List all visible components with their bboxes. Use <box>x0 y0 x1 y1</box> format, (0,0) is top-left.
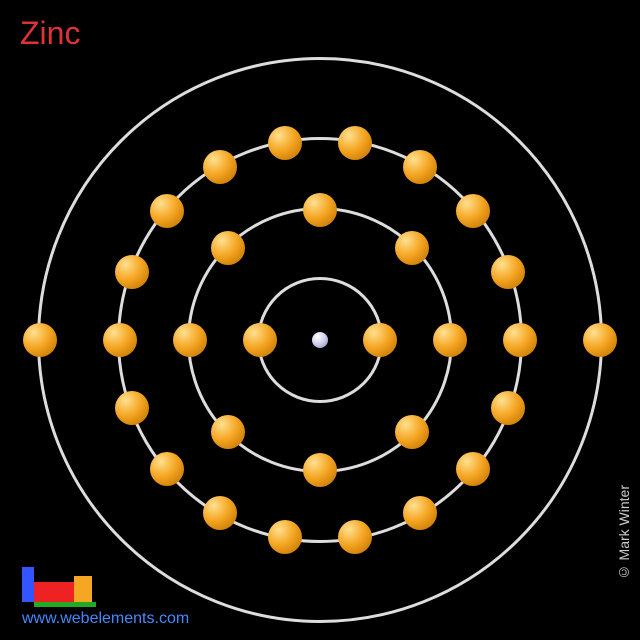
electron <box>23 323 57 357</box>
electron <box>303 453 337 487</box>
electron <box>363 323 397 357</box>
logo-red-bar <box>34 582 74 602</box>
electron <box>456 452 490 486</box>
electron <box>338 520 372 554</box>
nucleus <box>312 332 328 348</box>
electron <box>491 255 525 289</box>
electron <box>503 323 537 357</box>
source-url: www.webelements.com <box>22 610 189 628</box>
electron <box>203 150 237 184</box>
electron <box>456 194 490 228</box>
logo-green-bar <box>34 602 96 607</box>
electron <box>433 323 467 357</box>
electron <box>115 391 149 425</box>
electron <box>268 520 302 554</box>
atom-diagram <box>0 40 640 600</box>
electron <box>203 496 237 530</box>
electron <box>583 323 617 357</box>
logo-blue-bar <box>22 567 34 602</box>
copyright-text: © Mark Winter <box>616 485 632 580</box>
electron <box>395 415 429 449</box>
logo-yellow-bar <box>74 576 92 602</box>
electron <box>403 496 437 530</box>
electron <box>150 194 184 228</box>
webelements-logo <box>22 567 112 602</box>
electron <box>303 193 337 227</box>
electron <box>338 126 372 160</box>
electron <box>103 323 137 357</box>
electron <box>243 323 277 357</box>
electron <box>211 231 245 265</box>
electron <box>211 415 245 449</box>
electron <box>395 231 429 265</box>
electron <box>115 255 149 289</box>
electron <box>491 391 525 425</box>
electron <box>150 452 184 486</box>
electron <box>403 150 437 184</box>
electron <box>268 126 302 160</box>
electron <box>173 323 207 357</box>
